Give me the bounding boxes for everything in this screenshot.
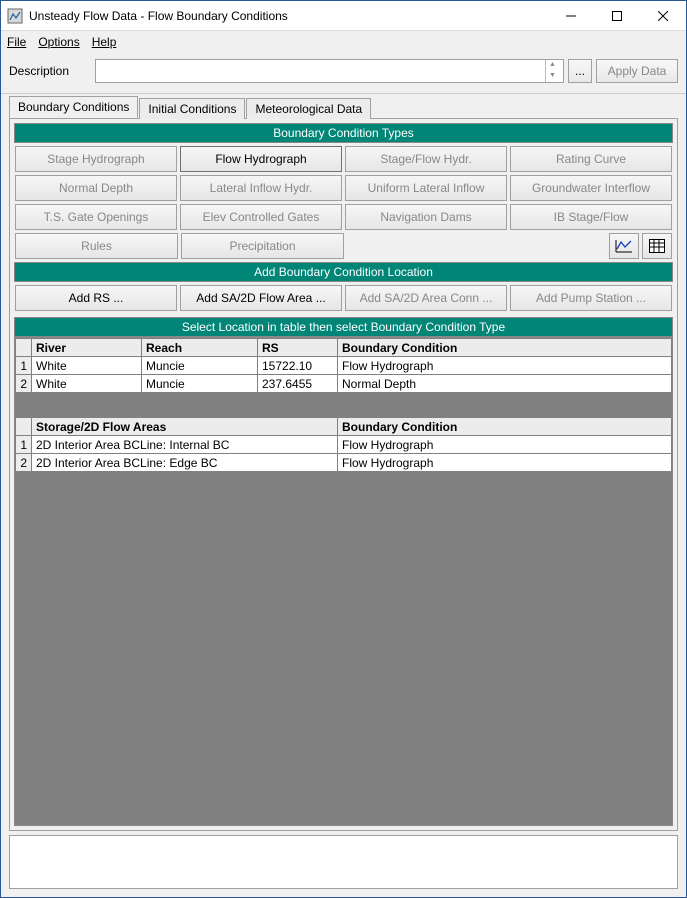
window-title: Unsteady Flow Data - Flow Boundary Condi… (29, 9, 548, 23)
app-icon (7, 8, 23, 24)
col-boundary-condition: Boundary Condition (338, 418, 672, 436)
menu-options[interactable]: Options (38, 35, 79, 49)
add-pump-station-button[interactable]: Add Pump Station ... (510, 285, 672, 311)
table-row[interactable]: 1 2D Interior Area BCLine: Internal BC F… (16, 436, 672, 454)
grid-section-gap (15, 393, 672, 417)
table-icon-button[interactable] (642, 233, 672, 259)
description-row: Description ▲▼ ... Apply Data (1, 53, 686, 94)
description-spinner[interactable]: ▲▼ (545, 60, 559, 82)
menubar: File Options Help (1, 31, 686, 53)
apply-data-button[interactable]: Apply Data (596, 59, 678, 83)
bc-flow-hydrograph-button[interactable]: Flow Hydrograph (180, 146, 342, 172)
col-river: River (32, 339, 142, 357)
add-bc-location-row: Add RS ... Add SA/2D Flow Area ... Add S… (14, 282, 673, 317)
tab-meteorological-data[interactable]: Meteorological Data (246, 98, 371, 119)
tab-strip: Boundary Conditions Initial Conditions M… (1, 96, 686, 118)
table-row[interactable]: 1 White Muncie 15722.10 Flow Hydrograph (16, 357, 672, 375)
bc-lateral-inflow-button[interactable]: Lateral Inflow Hydr. (180, 175, 342, 201)
bc-normal-depth-button[interactable]: Normal Depth (15, 175, 177, 201)
bc-rules-button[interactable]: Rules (15, 233, 178, 259)
table-row[interactable]: 2 2D Interior Area BCLine: Edge BC Flow … (16, 454, 672, 472)
col-rownum (16, 418, 32, 436)
bc-ib-stage-flow-button[interactable]: IB Stage/Flow (510, 204, 672, 230)
add-sa2d-area-conn-button[interactable]: Add SA/2D Area Conn ... (345, 285, 507, 311)
bc-ts-gate-openings-button[interactable]: T.S. Gate Openings (15, 204, 177, 230)
bc-groundwater-interflow-button[interactable]: Groundwater Interflow (510, 175, 672, 201)
bc-uniform-lateral-inflow-button[interactable]: Uniform Lateral Inflow (345, 175, 507, 201)
select-location-header: Select Location in table then select Bou… (14, 317, 673, 337)
minimize-button[interactable] (548, 1, 594, 31)
bc-precipitation-button[interactable]: Precipitation (181, 233, 344, 259)
bc-navigation-dams-button[interactable]: Navigation Dams (345, 204, 507, 230)
description-browse-button[interactable]: ... (568, 59, 592, 83)
main-window: Unsteady Flow Data - Flow Boundary Condi… (0, 0, 687, 898)
add-rs-button[interactable]: Add RS ... (15, 285, 177, 311)
tab-body: Boundary Condition Types Stage Hydrograp… (9, 118, 678, 831)
bc-stage-hydrograph-button[interactable]: Stage Hydrograph (15, 146, 177, 172)
bc-stage-flow-hydr-button[interactable]: Stage/Flow Hydr. (345, 146, 507, 172)
bc-grid-wrap: River Reach RS Boundary Condition 1 Whit… (14, 337, 673, 826)
bc-types-header: Boundary Condition Types (14, 123, 673, 143)
add-sa2d-flow-area-button[interactable]: Add SA/2D Flow Area ... (180, 285, 342, 311)
close-button[interactable] (640, 1, 686, 31)
grid-empty-area (15, 472, 672, 825)
col-storage-areas: Storage/2D Flow Areas (32, 418, 338, 436)
col-reach: Reach (142, 339, 258, 357)
description-input[interactable]: ▲▼ (95, 59, 564, 83)
col-rs: RS (258, 339, 338, 357)
bc-types-panel: Stage Hydrograph Flow Hydrograph Stage/F… (14, 143, 673, 262)
storage-bc-table[interactable]: Storage/2D Flow Areas Boundary Condition… (15, 417, 672, 472)
menu-file[interactable]: File (7, 35, 26, 49)
maximize-button[interactable] (594, 1, 640, 31)
table-row[interactable]: 2 White Muncie 237.6455 Normal Depth (16, 375, 672, 393)
tab-initial-conditions[interactable]: Initial Conditions (139, 98, 245, 119)
tab-boundary-conditions[interactable]: Boundary Conditions (9, 96, 138, 118)
col-boundary-condition: Boundary Condition (338, 339, 672, 357)
bc-elev-controlled-gates-button[interactable]: Elev Controlled Gates (180, 204, 342, 230)
menu-help[interactable]: Help (92, 35, 117, 49)
status-bar (9, 835, 678, 889)
plot-icon-button[interactable] (609, 233, 639, 259)
description-label: Description (9, 64, 91, 78)
river-bc-table[interactable]: River Reach RS Boundary Condition 1 Whit… (15, 338, 672, 393)
titlebar: Unsteady Flow Data - Flow Boundary Condi… (1, 1, 686, 31)
bc-rating-curve-button[interactable]: Rating Curve (510, 146, 672, 172)
add-bc-location-header: Add Boundary Condition Location (14, 262, 673, 282)
col-rownum (16, 339, 32, 357)
